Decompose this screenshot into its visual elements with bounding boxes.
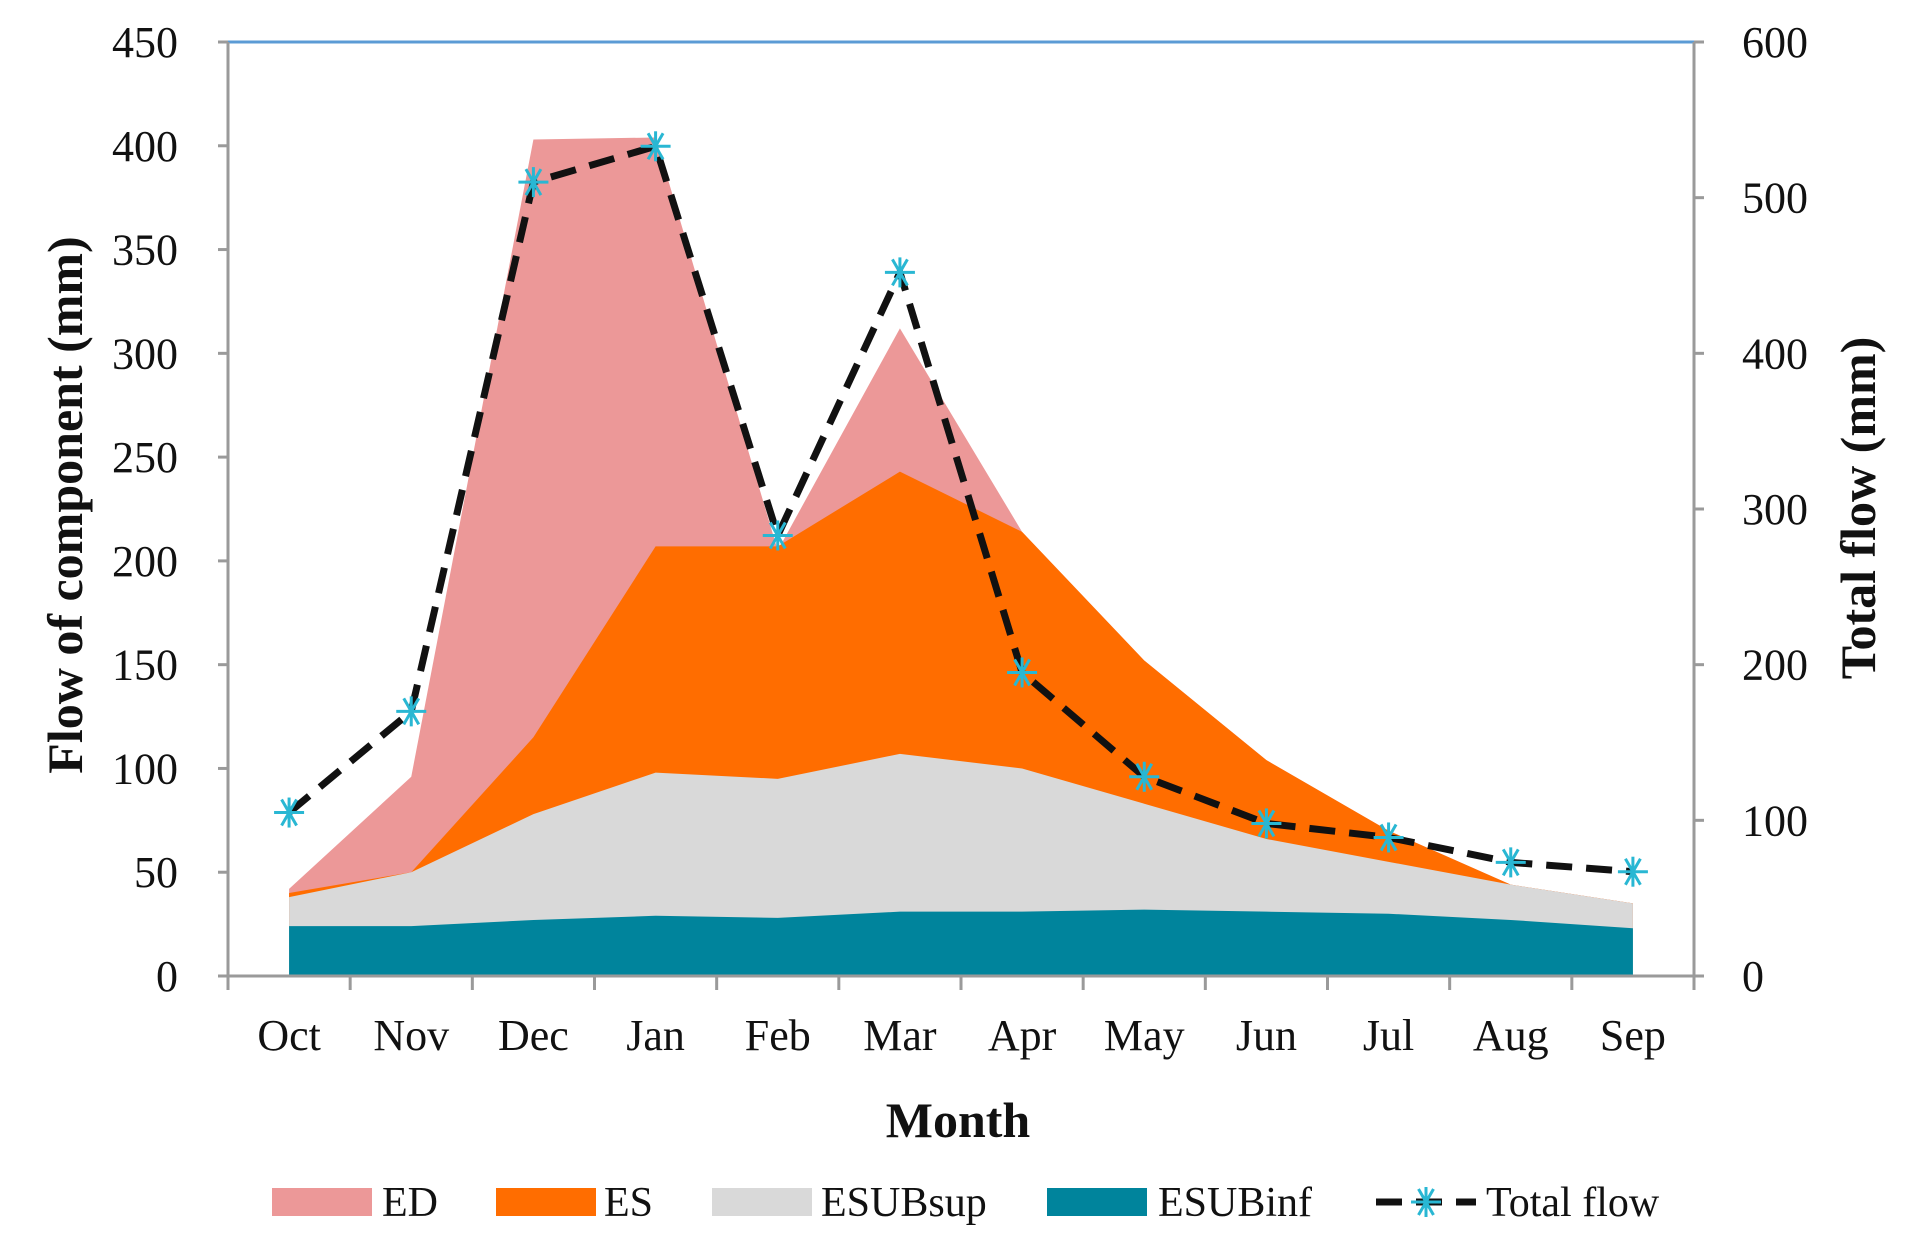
- legend: ED ES ESUBsup ESUBinf Total flow: [272, 1180, 1660, 1226]
- total-flow-marker: [274, 797, 305, 828]
- y-tick-label: 300: [112, 329, 178, 378]
- y2-tick-label: 200: [1742, 641, 1808, 690]
- x-tick-label: Sep: [1600, 1011, 1666, 1060]
- legend-label-ed: ED: [382, 1180, 438, 1226]
- x-tick-label: Dec: [498, 1011, 569, 1060]
- legend-label-esubinf: ESUBinf: [1158, 1180, 1312, 1226]
- x-tick-label: Mar: [863, 1011, 937, 1060]
- total-flow-line-group: [274, 131, 1648, 887]
- legend-label-total-flow: Total flow: [1486, 1180, 1660, 1226]
- y2-tick-label: 0: [1742, 952, 1764, 1001]
- x-tick-label: Apr: [988, 1011, 1057, 1060]
- tick-labels: 0 50 100 150 200 250 300 350 400 450 0 100 200 300 400…: [112, 18, 1808, 1060]
- total-flow-marker: [1373, 822, 1404, 853]
- y-tick-label: 400: [112, 122, 178, 171]
- y2-tick-label: 300: [1742, 485, 1808, 534]
- y-tick-label: 200: [112, 537, 178, 586]
- total-flow-marker: [884, 257, 915, 288]
- x-tick-label: Feb: [745, 1011, 811, 1060]
- y-tick-label: 450: [112, 18, 178, 67]
- y-tick-label: 0: [156, 952, 178, 1001]
- legend-swatch-es: [496, 1188, 596, 1216]
- x-tick-label: Jun: [1236, 1011, 1297, 1060]
- x-tick-label: Nov: [373, 1011, 449, 1060]
- y-tick-label: 50: [134, 848, 178, 897]
- y2-axis-title: Total flow (mm): [1830, 337, 1886, 680]
- legend-label-es: ES: [604, 1180, 653, 1226]
- legend-swatch-esubsup: [712, 1188, 812, 1216]
- legend-swatch-esubinf: [1047, 1188, 1147, 1216]
- x-tick-label: Jul: [1363, 1011, 1414, 1060]
- axes: [218, 40, 1704, 990]
- y2-tick-label: 500: [1742, 174, 1808, 223]
- total-flow-marker: [762, 520, 793, 551]
- x-tick-label: Oct: [257, 1011, 321, 1060]
- total-flow-marker: [1411, 1187, 1441, 1217]
- total-flow-marker: [518, 167, 549, 198]
- y-tick-label: 100: [112, 744, 178, 793]
- x-tick-label: May: [1104, 1011, 1185, 1060]
- x-tick-label: Jan: [626, 1011, 685, 1060]
- total-flow-line: [286, 142, 1634, 876]
- plot-areas: [289, 137, 1633, 976]
- y-axis-title: Flow of component (mm): [37, 236, 93, 773]
- y-tick-label: 250: [112, 433, 178, 482]
- total-flow-marker: [1495, 847, 1526, 878]
- area-esubinf: [289, 909, 1633, 976]
- x-axis-title: Month: [886, 1092, 1031, 1148]
- y-tick-label: 350: [112, 226, 178, 275]
- legend-swatch-ed: [272, 1188, 372, 1216]
- total-flow-marker: [640, 131, 671, 162]
- total-flow-marker: [1129, 761, 1160, 792]
- total-flow-marker: [1251, 808, 1282, 839]
- total-flow-marker: [1007, 657, 1038, 688]
- y-tick-label: 150: [112, 641, 178, 690]
- y2-tick-label: 100: [1742, 796, 1808, 845]
- y2-tick-label: 400: [1742, 329, 1808, 378]
- x-tick-label: Aug: [1473, 1011, 1549, 1060]
- y2-tick-label: 600: [1742, 18, 1808, 67]
- legend-label-esubsup: ESUBsup: [821, 1180, 987, 1226]
- total-flow-marker: [396, 696, 427, 727]
- total-flow-marker: [1617, 856, 1648, 887]
